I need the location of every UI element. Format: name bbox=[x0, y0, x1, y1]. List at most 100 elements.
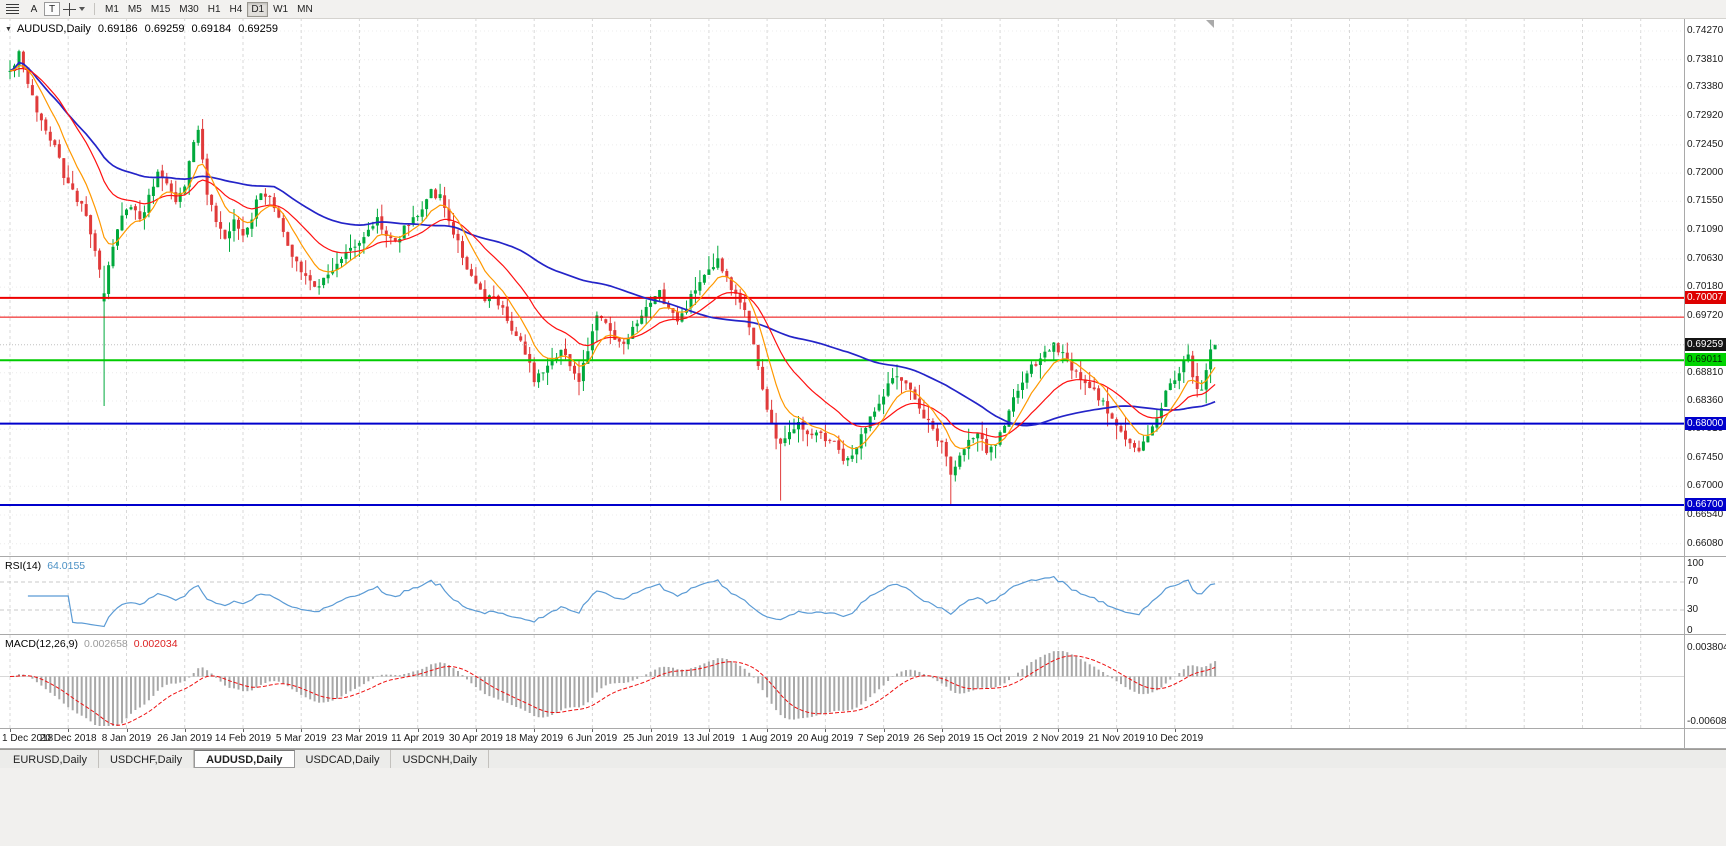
open-value: 0.69186 bbox=[97, 23, 138, 35]
time-axis-tick bbox=[883, 729, 885, 732]
date-axis-label: 30 Apr 2019 bbox=[448, 733, 503, 744]
price-badge-bid: 0.69259 bbox=[1685, 337, 1726, 351]
date-axis-label: 25 Jun 2019 bbox=[623, 733, 679, 744]
price-axis-label: 0.72000 bbox=[1687, 167, 1724, 179]
chart-tab-eurusd[interactable]: EURUSD,Daily bbox=[2, 750, 99, 768]
price-axis-label: 0.71090 bbox=[1687, 224, 1724, 236]
time-axis-tick bbox=[708, 729, 710, 732]
date-axis-label: 26 Jan 2019 bbox=[157, 733, 213, 744]
time-axis-tick bbox=[68, 729, 70, 732]
time-axis-tick bbox=[243, 729, 244, 732]
price-axis-label: 0.66080 bbox=[1687, 537, 1724, 549]
time-axis-tick bbox=[1058, 729, 1060, 732]
top-toolbar: A T M1 M5 M15 M30 H1 H4 D1 W1 MN bbox=[0, 0, 1726, 19]
time-axis-tick bbox=[126, 729, 128, 732]
macd-panel-chart[interactable] bbox=[0, 635, 1684, 728]
chart-tabs-bar: EURUSD,Daily USDCHF,Daily AUDUSD,Daily USDC… bbox=[0, 749, 1726, 768]
rsi-panel-chart[interactable] bbox=[0, 557, 1684, 634]
chart-tab-usdcnh[interactable]: USDCNH,Daily bbox=[391, 750, 490, 768]
date-axis-label: 20 Dec 2018 bbox=[39, 733, 97, 744]
date-axis-label: 7 Sep 2019 bbox=[858, 733, 910, 744]
timeframe-button-m5[interactable]: M5 bbox=[124, 2, 146, 17]
panel-separator[interactable] bbox=[0, 556, 1726, 557]
date-axis-label: 26 Sep 2019 bbox=[913, 733, 971, 744]
timeframe-button-h4[interactable]: H4 bbox=[226, 2, 247, 17]
chart-tab-usdchf[interactable]: USDCHF,Daily bbox=[99, 750, 195, 768]
text-tool-button[interactable]: A bbox=[24, 2, 44, 17]
timeframe-buttons: M1 M5 M15 M30 H1 H4 D1 W1 MN bbox=[101, 1, 317, 17]
time-axis-tick bbox=[1116, 729, 1118, 732]
close-value: 0.69259 bbox=[238, 23, 278, 35]
axis-separator bbox=[0, 748, 1726, 749]
price-axis-label: 0.68360 bbox=[1687, 395, 1724, 406]
time-axis-tick bbox=[650, 729, 652, 732]
price-badge-resistance-red: 0.70007 bbox=[1685, 290, 1726, 304]
rsi-axis-label: 70 bbox=[1687, 576, 1699, 587]
macd-axis-label: 0.003804 bbox=[1687, 642, 1726, 653]
price-axis-label: 0.67450 bbox=[1687, 452, 1724, 463]
chart-menu-icon[interactable]: ▼ bbox=[5, 25, 12, 33]
price-axis[interactable]: 0.74270 0.73810 0.73380 0.72920 0.72450 0.720… bbox=[1685, 0, 1726, 748]
time-axis-tick bbox=[301, 729, 303, 732]
bottom-area bbox=[0, 767, 1726, 846]
date-axis-label: 14 Feb 2019 bbox=[214, 733, 272, 744]
date-axis-label: 20 Aug 2019 bbox=[797, 733, 854, 744]
timeframe-button-h1[interactable]: H1 bbox=[204, 2, 225, 17]
price-axis-label: 0.71550 bbox=[1687, 195, 1724, 207]
objects-list-icon[interactable] bbox=[6, 4, 19, 15]
price-axis-label: 0.72920 bbox=[1687, 109, 1724, 121]
date-axis-label: 6 Jun 2019 bbox=[567, 733, 618, 744]
panel-separator bbox=[0, 728, 1726, 729]
time-axis-tick bbox=[825, 729, 827, 732]
time-axis-tick bbox=[184, 729, 186, 732]
cursor-tool-button[interactable] bbox=[63, 2, 85, 16]
macd-name-label: MACD(12,26,9) bbox=[5, 638, 78, 650]
rsi-name-label: RSI(14) bbox=[5, 560, 42, 572]
crosshair-icon bbox=[63, 2, 76, 16]
text-label-tool-button[interactable]: T bbox=[44, 2, 60, 16]
chart-tab-usdcad[interactable]: USDCAD,Daily bbox=[295, 750, 392, 768]
time-axis-tick bbox=[1174, 729, 1176, 732]
chart-tab-audusd[interactable]: AUDUSD,Daily bbox=[194, 750, 295, 768]
symbol-period-label: AUDUSD,Daily bbox=[16, 23, 91, 35]
low-value: 0.69184 bbox=[191, 23, 232, 35]
timeframe-button-m30[interactable]: M30 bbox=[175, 2, 202, 17]
time-axis-tick bbox=[767, 729, 769, 732]
timeframe-button-w1[interactable]: W1 bbox=[269, 2, 292, 17]
time-axis-tick bbox=[1000, 729, 1002, 732]
price-axis-label: 0.66540 bbox=[1687, 509, 1724, 520]
rsi-title: RSI(14) 64.0155 bbox=[5, 560, 85, 572]
axis-divider bbox=[1684, 18, 1685, 748]
price-axis-label: 0.70630 bbox=[1687, 252, 1724, 264]
date-axis-label: 11 Apr 2019 bbox=[391, 733, 445, 744]
macd-title: MACD(12,26,9) 0.002658 0.002034 bbox=[5, 638, 178, 650]
price-axis-label: 0.73380 bbox=[1687, 80, 1724, 92]
time-axis-tick bbox=[475, 729, 477, 732]
rsi-axis-label: 30 bbox=[1687, 604, 1699, 615]
price-axis-label: 0.73810 bbox=[1687, 53, 1724, 65]
date-axis-label: 13 Jul 2019 bbox=[683, 733, 735, 744]
timeframe-button-m15[interactable]: M15 bbox=[147, 2, 174, 17]
timeframe-button-m1[interactable]: M1 bbox=[101, 2, 123, 17]
date-axis-label: 10 Dec 2019 bbox=[1146, 733, 1204, 744]
price-axis-label: 0.67000 bbox=[1687, 480, 1724, 492]
price-axis-label: 0.72450 bbox=[1687, 138, 1724, 150]
date-axis-label: 1 Dec 2018 bbox=[2, 733, 54, 744]
price-badge-support-blue-upper: 0.68000 bbox=[1685, 416, 1726, 430]
timeframe-button-d1[interactable]: D1 bbox=[247, 1, 269, 17]
macd-main-value-label: 0.002658 bbox=[83, 638, 128, 650]
high-value: 0.69259 bbox=[144, 23, 185, 35]
price-axis-label: 0.68810 bbox=[1687, 366, 1724, 378]
time-axis[interactable]: 1 Dec 2018 20 Dec 2018 8 Jan 2019 26 Jan 20… bbox=[0, 729, 1684, 748]
price-axis-label: 0.70180 bbox=[1687, 281, 1724, 293]
toolbar-separator bbox=[94, 3, 95, 15]
panel-separator[interactable] bbox=[0, 634, 1726, 635]
time-axis-tick bbox=[417, 729, 419, 732]
rsi-axis-label: 0 bbox=[1687, 625, 1693, 636]
price-axis-label: 0.74270 bbox=[1687, 25, 1724, 36]
date-axis-label: 2 Nov 2019 bbox=[1032, 733, 1084, 744]
chart-shift-icon[interactable] bbox=[1206, 20, 1214, 28]
price-axis-label: 0.69720 bbox=[1687, 309, 1724, 321]
price-chart[interactable] bbox=[0, 18, 1684, 556]
timeframe-button-mn[interactable]: MN bbox=[293, 2, 317, 17]
